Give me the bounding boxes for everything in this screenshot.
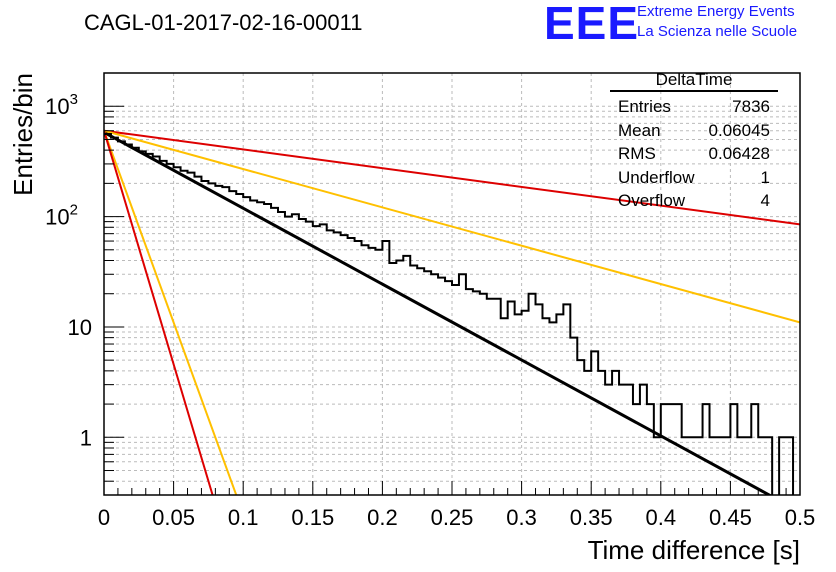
histogram-series bbox=[104, 133, 795, 495]
fit-line bbox=[104, 129, 800, 226]
stats-value: 7836 bbox=[732, 97, 770, 116]
stats-label: Entries bbox=[618, 97, 671, 116]
stats-label: RMS bbox=[618, 144, 656, 163]
y-tick-exponent: 3 bbox=[70, 91, 78, 108]
eee-logo: EEE bbox=[544, 0, 640, 49]
x-tick-label: 0.4 bbox=[646, 505, 677, 530]
x-tick-label: 0.2 bbox=[367, 505, 398, 530]
y-tick-label: 102 bbox=[45, 202, 78, 230]
x-tick-label: 0.3 bbox=[506, 505, 537, 530]
stats-value: 4 bbox=[760, 191, 770, 210]
x-tick-label: 0 bbox=[98, 505, 110, 530]
stats-label: Underflow bbox=[618, 167, 695, 187]
stats-value: 0.06428 bbox=[708, 144, 770, 163]
fit-lines bbox=[104, 129, 800, 495]
stats-row-underflow: Underflow 1 bbox=[610, 166, 778, 190]
x-tick-labels: 0 0.05 0.1 0.15 0.2 0.25 0.3 0.35 0.4 0.45 0.5 bbox=[98, 505, 815, 530]
logo-caption: Extreme Energy Events La Scienza nelle S… bbox=[637, 2, 797, 42]
stats-label: Mean bbox=[618, 120, 661, 140]
y-tick-labels: 1 10 102 103 bbox=[45, 91, 92, 450]
stats-box: DeltaTime Entries 7836 Mean 0.06045 RMS 0.0… bbox=[610, 70, 778, 213]
x-tick-label: 0.05 bbox=[152, 505, 195, 530]
logo-line-2: La Scienza nelle Scuole bbox=[637, 23, 798, 40]
fit-line bbox=[104, 130, 214, 495]
x-tick-label: 0.45 bbox=[709, 505, 752, 530]
run-title: CAGL-01-2017-02-16-00011 bbox=[84, 10, 363, 35]
stats-row-mean: Mean 0.06045 bbox=[610, 119, 778, 143]
logo-line-1: Extreme Energy Events bbox=[637, 3, 795, 20]
x-tick-label: 0.15 bbox=[291, 505, 334, 530]
x-axis-label: Time difference [s] bbox=[588, 535, 800, 565]
y-tick-label: 10 bbox=[68, 315, 92, 340]
x-tick-label: 0.5 bbox=[785, 505, 816, 530]
axis-ticks bbox=[103, 72, 801, 496]
stats-box-title: DeltaTime bbox=[610, 70, 778, 92]
stats-value: 1 bbox=[760, 167, 770, 187]
y-axis-label: Entries/bin bbox=[8, 73, 38, 196]
grid-lines bbox=[104, 72, 800, 496]
stats-row-rms: RMS 0.06428 bbox=[610, 142, 778, 166]
y-tick-label: 1 bbox=[80, 425, 92, 450]
stats-label: Overflow bbox=[618, 191, 686, 210]
stats-row-overflow: Overflow 4 bbox=[610, 189, 778, 213]
histogram-step-line bbox=[104, 133, 795, 495]
stats-value: 0.06045 bbox=[708, 120, 770, 140]
fit-line bbox=[104, 130, 238, 495]
y-tick-label: 103 bbox=[45, 91, 78, 119]
stats-row-entries: Entries 7836 bbox=[610, 95, 778, 119]
x-tick-label: 0.1 bbox=[228, 505, 259, 530]
y-tick-exponent: 2 bbox=[70, 202, 78, 219]
x-tick-label: 0.35 bbox=[570, 505, 613, 530]
x-tick-label: 0.25 bbox=[431, 505, 474, 530]
fit-line bbox=[104, 129, 800, 324]
